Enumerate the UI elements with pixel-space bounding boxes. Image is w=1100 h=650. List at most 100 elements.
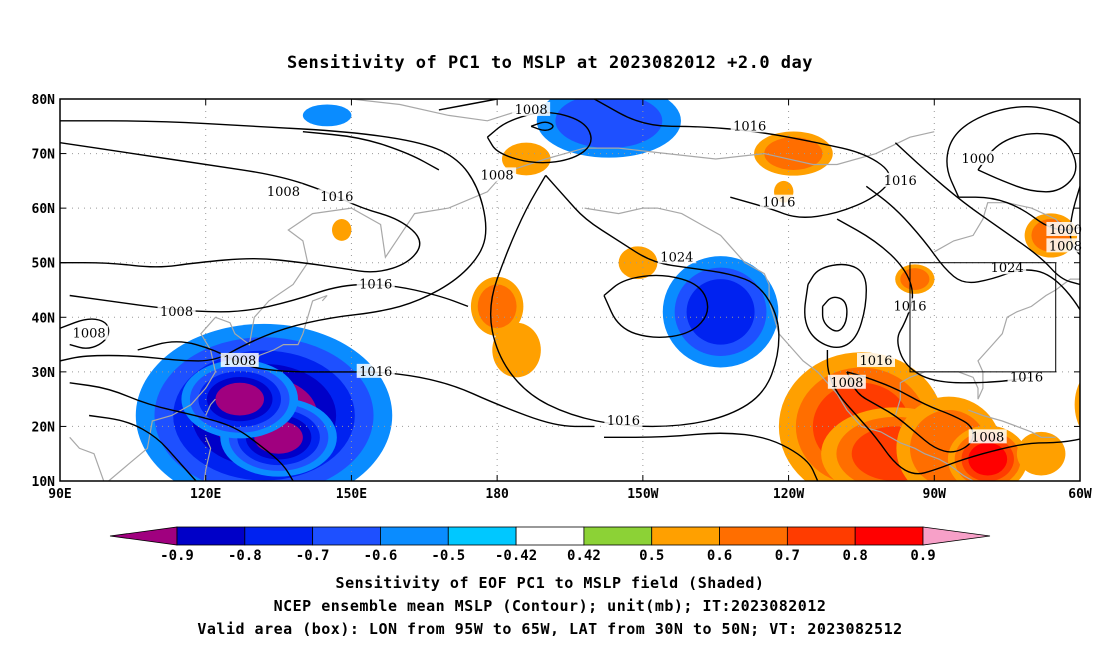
sensitivity-shading xyxy=(135,99,1080,481)
shaded-region xyxy=(536,99,681,158)
mslp-contour-line xyxy=(69,283,469,313)
colorbar-swatch xyxy=(583,526,653,546)
colorbar-swatch xyxy=(651,526,720,546)
axes: 10N 20N 30N 40N 50N 60N 70N 80N 90E 120E 150E 180 15… xyxy=(32,93,1092,502)
lon-tick-label: 150W xyxy=(627,487,658,502)
contour-label: 1016 xyxy=(359,365,392,380)
lon-tick-label: 120W xyxy=(773,487,804,502)
lon-tick-label: 60W xyxy=(1068,487,1092,502)
colorbar-label: 0.6 xyxy=(707,548,732,564)
colorbar-label: 0.5 xyxy=(639,548,664,564)
contour-label: 1008 xyxy=(1049,239,1082,254)
coastline xyxy=(205,398,216,416)
contour-label: 1008 xyxy=(267,185,300,200)
mslp-contour-line xyxy=(603,274,709,338)
contour-label-bg xyxy=(70,325,109,340)
mslp-contour-line xyxy=(60,142,421,273)
contour-label-bg xyxy=(264,183,303,198)
contour-label: 1024 xyxy=(991,261,1024,276)
shaded-region xyxy=(662,256,779,368)
contour-label: 1008 xyxy=(481,168,514,183)
contour-label-bg xyxy=(317,189,356,204)
colorbar-label: -0.8 xyxy=(228,548,262,564)
contour-label: 1008 xyxy=(515,103,548,118)
lat-tick-label: 70N xyxy=(32,148,56,163)
colorbar-tip-high xyxy=(922,526,991,546)
lat-tick-label: 20N xyxy=(32,420,56,435)
colorbar-swatch xyxy=(786,526,856,546)
lon-tick-label: 120E xyxy=(190,487,221,502)
lon-tick-label: 90E xyxy=(48,487,71,502)
contour-label: 1016 xyxy=(884,174,917,189)
colorbar-label: -0.7 xyxy=(296,548,330,564)
shaded-region xyxy=(492,322,541,378)
coastline xyxy=(203,437,212,481)
mslp-contour-line xyxy=(846,371,974,453)
colorbar-label: -0.6 xyxy=(364,548,398,564)
colorbar: -0.9 -0.8 -0.7 -0.6 -0.5 -0.42 0.42 0.5 0.6 0.7 0.… xyxy=(109,526,991,564)
contour-label-bg xyxy=(730,118,769,133)
lat-tick-label: 30N xyxy=(32,366,56,381)
colorbar-label: 0.8 xyxy=(843,548,868,564)
colorbar-label: 0.7 xyxy=(775,548,800,564)
shaded-region xyxy=(618,246,658,280)
shaded-region xyxy=(1016,431,1066,476)
colorbar-label: -0.42 xyxy=(495,548,537,564)
mslp-contour-line xyxy=(302,131,440,171)
valid-area-box xyxy=(909,262,1057,373)
contour-label-bg xyxy=(512,101,551,116)
coastline xyxy=(253,294,328,367)
shaded-region xyxy=(181,359,298,439)
contour-label: 1008 xyxy=(830,376,863,391)
coastline xyxy=(108,131,935,481)
mslp-contour-line xyxy=(60,318,110,349)
mslp-contour-line xyxy=(530,121,554,132)
mslp-contour-line xyxy=(894,142,1080,286)
mslp-contour-line xyxy=(486,111,592,164)
shaded-region xyxy=(1074,381,1080,428)
mslp-contour-line xyxy=(946,106,1080,231)
colorbar-swatch xyxy=(176,526,246,546)
colorbar-label: 0.9 xyxy=(910,548,935,564)
contour-label-bg xyxy=(604,412,643,427)
colorbar-label: -0.9 xyxy=(160,548,194,564)
contour-label-bg xyxy=(759,194,798,209)
mslp-contour-line xyxy=(804,263,868,348)
caption-line-2: NCEP ensemble mean MSLP (Contour); unit(… xyxy=(273,597,827,615)
contour-label: 1000 xyxy=(961,152,994,167)
mslp-contour-line xyxy=(89,414,197,481)
contour-label-bg xyxy=(356,363,395,378)
shaded-region xyxy=(947,425,1028,481)
chart-title: Sensitivity of PC1 to MSLP at 2023082012… xyxy=(287,53,813,73)
colorbar-swatch xyxy=(515,526,585,546)
contour-label-bg xyxy=(1007,369,1046,384)
mslp-contour-line xyxy=(69,382,294,481)
colorbar-label: 0.42 xyxy=(567,548,601,564)
shaded-region xyxy=(895,264,935,294)
contour-label-bg xyxy=(857,352,895,367)
colorbar-swatch xyxy=(447,526,517,546)
shaded-region xyxy=(332,219,352,241)
contour-label-bg xyxy=(1046,221,1085,236)
contour-label: 1024 xyxy=(660,250,693,265)
shaded-region xyxy=(502,142,551,176)
contour-label: 1016 xyxy=(859,354,892,369)
contour-label-bg xyxy=(968,429,1007,444)
colorbar-label: -0.5 xyxy=(431,548,465,564)
contour-label: 1016 xyxy=(607,414,640,429)
contour-label-bg xyxy=(157,303,196,318)
coastline xyxy=(69,436,105,481)
colorbar-swatch xyxy=(719,526,788,546)
mslp-contour-line xyxy=(865,185,1080,312)
contour-label-bg xyxy=(356,276,395,291)
lon-tick-label: 150E xyxy=(336,487,367,502)
mslp-contour-line xyxy=(604,432,819,481)
contour-label-bg xyxy=(657,249,696,264)
colorbar-swatch xyxy=(244,526,314,546)
contour-label: 1016 xyxy=(359,278,392,293)
lat-tick-label: 40N xyxy=(32,311,56,326)
lat-tick-label: 60N xyxy=(32,202,56,217)
coastline xyxy=(351,99,522,122)
